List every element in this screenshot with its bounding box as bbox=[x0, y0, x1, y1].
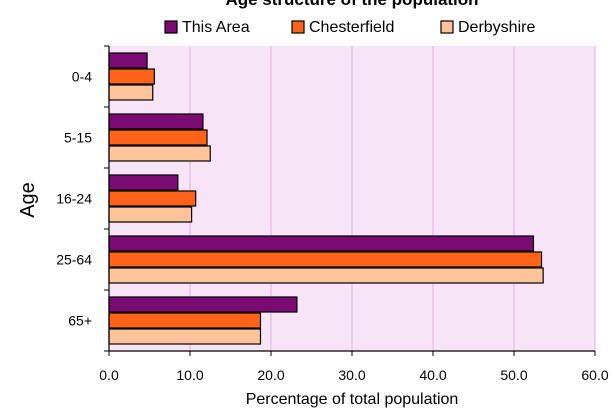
bar-chesterfield-0-4 bbox=[108, 68, 155, 85]
y-axis-title: Age bbox=[17, 182, 39, 218]
legend-label: This Area bbox=[182, 19, 250, 36]
x-tick-label: 0.0 bbox=[99, 367, 119, 383]
legend-label: Derbyshire bbox=[458, 19, 535, 36]
bar-derbyshire-0-4 bbox=[108, 84, 154, 101]
bars bbox=[108, 52, 544, 345]
y-tick-label: 5-15 bbox=[64, 130, 92, 146]
x-tick-label: 10.0 bbox=[176, 367, 203, 383]
y-tick-label: 0-4 bbox=[72, 69, 92, 85]
bar-this-area-0-4 bbox=[108, 52, 148, 69]
x-axis-title: Percentage of total population bbox=[246, 391, 459, 408]
bar-this-area-5-15 bbox=[108, 113, 204, 130]
y-tick-label: 16-24 bbox=[56, 191, 92, 207]
legend-swatch bbox=[291, 20, 305, 34]
bar-chesterfield-5-15 bbox=[108, 129, 208, 146]
chart-title: Age structure of the population bbox=[225, 0, 478, 9]
x-tick-label: 60.0 bbox=[581, 367, 608, 383]
bar-derbyshire-5-15 bbox=[108, 145, 211, 162]
x-tick-label: 20.0 bbox=[257, 367, 284, 383]
bar-derbyshire-16-24 bbox=[108, 206, 193, 223]
bar-chesterfield-25-64 bbox=[108, 251, 543, 268]
legend: This Area Chesterfield Derbyshire bbox=[164, 19, 535, 36]
y-tick-label: 65+ bbox=[68, 313, 92, 329]
bar-this-area-25-64 bbox=[108, 235, 535, 252]
y-tick-label: 25-64 bbox=[56, 252, 92, 268]
axes bbox=[108, 46, 595, 352]
bar-derbyshire-25-64 bbox=[108, 267, 544, 284]
y-tick-labels: 0-4 5-15 16-24 25-64 65+ bbox=[56, 69, 92, 329]
bar-this-area-65+ bbox=[108, 296, 298, 313]
x-tick-label: 40.0 bbox=[419, 367, 446, 383]
legend-label: Chesterfield bbox=[309, 19, 394, 36]
legend-swatch bbox=[440, 20, 454, 34]
bar-this-area-16-24 bbox=[108, 174, 179, 191]
x-tick-labels: 0.0 10.0 20.0 30.0 40.0 50.0 60.0 bbox=[99, 367, 609, 383]
bar-chesterfield-65+ bbox=[108, 312, 262, 329]
x-tick-label: 30.0 bbox=[338, 367, 365, 383]
bar-chesterfield-16-24 bbox=[108, 190, 197, 207]
legend-swatch bbox=[164, 20, 178, 34]
x-tick-label: 50.0 bbox=[500, 367, 527, 383]
bar-derbyshire-65+ bbox=[108, 328, 262, 345]
